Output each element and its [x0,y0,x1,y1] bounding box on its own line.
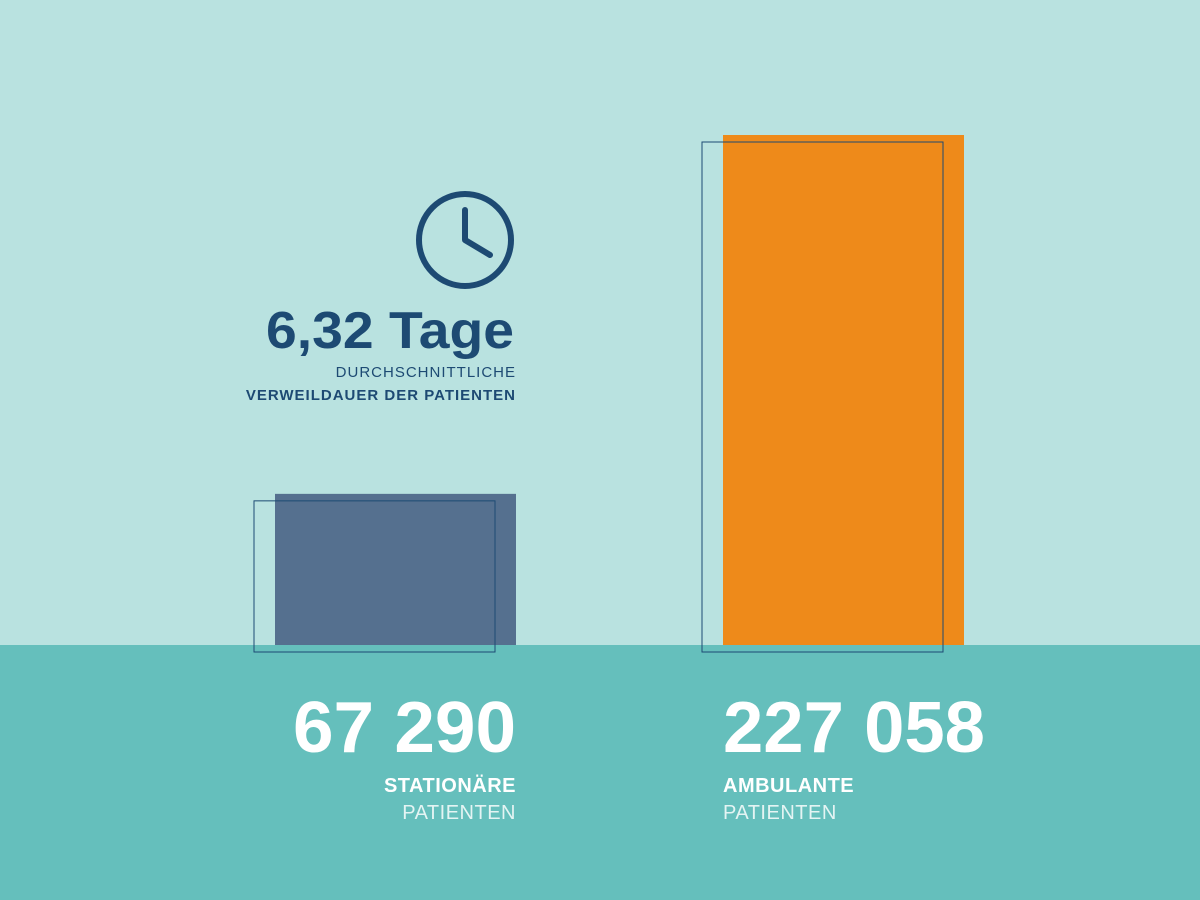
annotation-value: 6,32 Tage [266,302,514,360]
bar [723,135,964,645]
annotation-line: DURCHSCHNITTLICHE [336,364,516,381]
bar-outline [253,500,496,653]
category-label: AMBULANTE [723,775,854,797]
value-label: 67 290 [293,688,516,768]
annotation-line: VERWEILDAUER DER PATIENTEN [246,387,516,404]
bar-outline [701,141,944,653]
background-top [0,0,1200,645]
bar [275,493,516,645]
category-sublabel: PATIENTEN [402,802,516,824]
clock-icon [416,191,514,289]
category-label: STATIONÄRE [384,774,516,797]
background-bottom [0,645,1200,900]
value-label: 227 058 [723,688,985,768]
category-sublabel: PATIENTEN [723,802,837,824]
